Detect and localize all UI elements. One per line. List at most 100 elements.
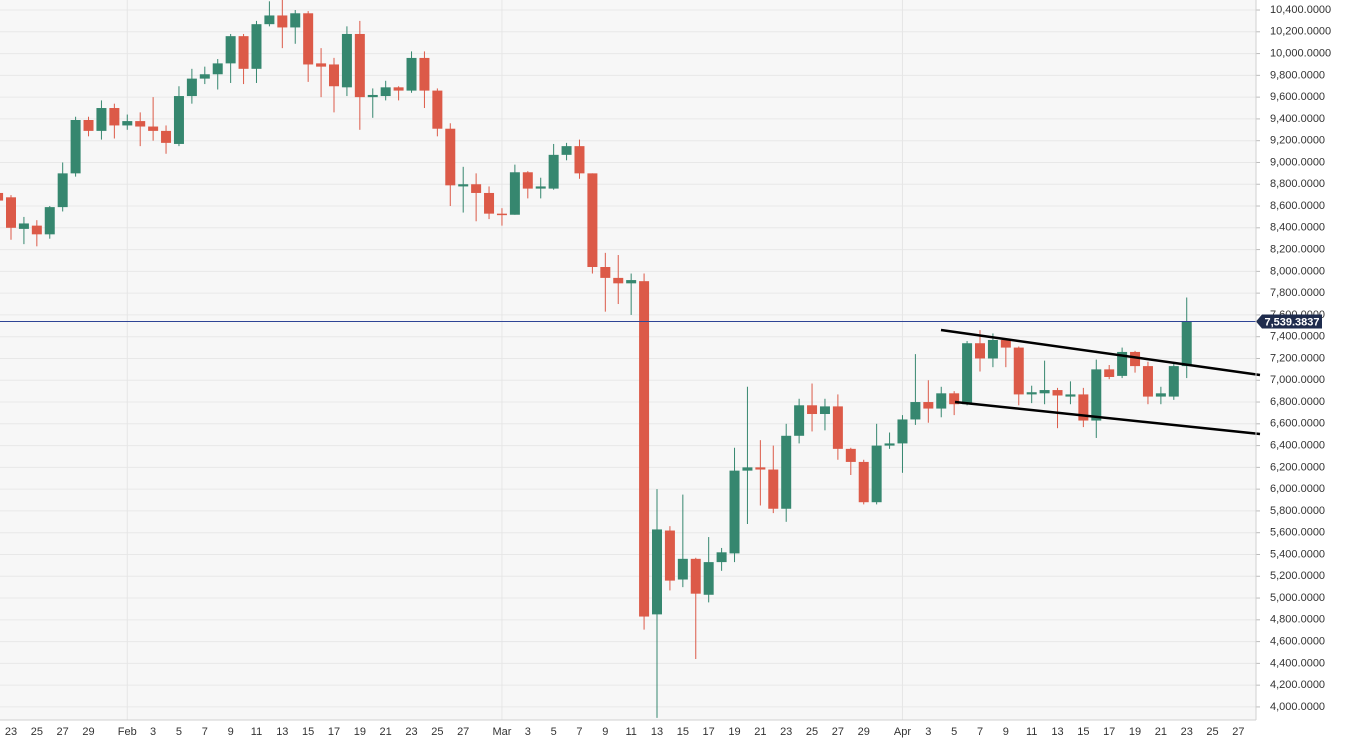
y-tick-label: 9,400.0000 (1270, 113, 1325, 125)
y-tick-label: 5,400.0000 (1270, 548, 1325, 560)
y-tick-label: 6,200.0000 (1270, 461, 1325, 473)
y-tick-label: 7,000.0000 (1270, 374, 1325, 386)
y-tick-label: 4,600.0000 (1270, 636, 1325, 648)
candle-body (148, 126, 159, 131)
y-tick-label: 6,400.0000 (1270, 439, 1325, 451)
x-tick-label: 25 (806, 726, 818, 738)
candle-body (96, 108, 107, 131)
y-tick-label: 8,600.0000 (1270, 200, 1325, 212)
candle-body (781, 435, 792, 509)
candle-body (871, 445, 882, 503)
y-tick-label: 6,600.0000 (1270, 418, 1325, 430)
x-tick-label: 19 (728, 726, 740, 738)
x-tick-label: 5 (551, 726, 557, 738)
candle-body (496, 213, 507, 216)
y-tick-label: 4,400.0000 (1270, 657, 1325, 669)
candle-body (910, 402, 921, 420)
candle-body (199, 74, 210, 79)
candle-body (161, 130, 172, 143)
y-tick-label: 8,200.0000 (1270, 243, 1325, 255)
candle-body (277, 15, 288, 28)
y-tick-label: 5,600.0000 (1270, 527, 1325, 539)
y-tick-label: 10,400.0000 (1270, 4, 1331, 16)
axis-labels: 4,000.0000 4,200.0000 4,400.0000 4,600.0000… (5, 4, 1331, 738)
x-tick-label: 13 (651, 726, 663, 738)
candle-body (432, 90, 443, 129)
candle-body (1168, 366, 1179, 397)
candle-body (6, 197, 16, 228)
candle-body (1091, 369, 1102, 421)
x-tick-label: 13 (276, 726, 288, 738)
y-tick-label: 7,800.0000 (1270, 287, 1325, 299)
candle-body (729, 470, 740, 554)
candle-body (367, 94, 378, 98)
x-tick-label: 27 (1232, 726, 1244, 738)
candle-body (652, 529, 662, 615)
candle-body (664, 530, 675, 581)
x-tick-label: 11 (1026, 726, 1037, 738)
candle-body (1026, 392, 1037, 395)
x-tick-label: 27 (832, 726, 844, 738)
x-tick-label: 3 (925, 726, 931, 738)
candle-body (716, 552, 727, 563)
trend-line-lower (954, 400, 1261, 436)
candle-body (484, 192, 495, 214)
candle-body (173, 96, 184, 144)
candle-body (316, 63, 327, 67)
y-tick-label: 5,200.0000 (1270, 570, 1325, 582)
candle-body (574, 146, 585, 174)
candle-body (290, 13, 301, 28)
candle-body (303, 13, 314, 65)
candle-body (613, 277, 624, 284)
candle-body (264, 15, 275, 25)
candle-body (819, 406, 830, 415)
last-price-label: 7,539.3837 (1264, 316, 1319, 328)
y-tick-label: 4,000.0000 (1270, 701, 1325, 713)
candle-body (70, 120, 81, 174)
x-tick-label: 7 (576, 726, 582, 738)
price-axis-background (1256, 0, 1356, 742)
candle-body (600, 267, 611, 278)
candle-body (0, 192, 4, 201)
x-tick-label: 5 (951, 726, 957, 738)
x-tick-label: 27 (57, 726, 69, 738)
y-tick-label: 10,000.0000 (1270, 47, 1331, 59)
date-axis-background (0, 720, 1256, 742)
x-tick-label: 27 (457, 726, 469, 738)
candle-body (677, 558, 688, 580)
y-tick-label: 9,800.0000 (1270, 69, 1325, 81)
candle-body (57, 173, 68, 208)
x-tick-label: 23 (1181, 726, 1193, 738)
x-tick-label: 17 (328, 726, 340, 738)
candle-body (884, 443, 895, 446)
candle-body (535, 186, 546, 189)
candle-body (987, 339, 998, 359)
candle-body (923, 402, 934, 409)
candle-body (832, 406, 843, 449)
candle-body (522, 172, 533, 189)
candle-body (509, 172, 520, 215)
candle-body (1104, 369, 1115, 377)
y-tick-label: 7,200.0000 (1270, 352, 1325, 364)
x-tick-label: 17 (1103, 726, 1115, 738)
candle-body (83, 120, 94, 131)
x-tick-label: 3 (525, 726, 531, 738)
y-tick-label: 10,200.0000 (1270, 26, 1331, 38)
candle-body (858, 461, 869, 503)
candle-body (587, 173, 598, 268)
candles (0, 0, 1256, 718)
candle-body (949, 393, 960, 405)
x-tick-label: 7 (202, 726, 208, 738)
candle-body (845, 448, 856, 462)
candle-body (251, 24, 262, 69)
candle-body (1078, 394, 1089, 421)
candle-body (122, 121, 133, 126)
candle-body (393, 87, 404, 91)
y-tick-label: 6,800.0000 (1270, 396, 1325, 408)
candle-body (639, 281, 650, 617)
candle-body (975, 343, 985, 359)
x-tick-label: 13 (1051, 726, 1063, 738)
x-tick-label: 15 (302, 726, 314, 738)
candle-body (1065, 394, 1076, 397)
candle-body (936, 393, 947, 409)
